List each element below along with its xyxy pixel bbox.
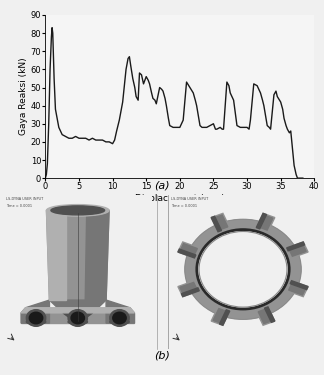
Polygon shape: [178, 249, 196, 258]
Text: (b): (b): [154, 351, 170, 360]
Polygon shape: [219, 310, 230, 325]
FancyBboxPatch shape: [180, 282, 197, 295]
FancyBboxPatch shape: [213, 309, 228, 324]
Text: (a): (a): [154, 181, 170, 190]
FancyBboxPatch shape: [213, 215, 228, 230]
FancyBboxPatch shape: [287, 281, 308, 297]
Polygon shape: [211, 216, 222, 232]
Polygon shape: [106, 300, 134, 323]
Y-axis label: Gaya Reaksi (kN): Gaya Reaksi (kN): [19, 58, 28, 135]
Ellipse shape: [110, 319, 129, 324]
FancyBboxPatch shape: [178, 242, 199, 258]
Polygon shape: [181, 288, 199, 297]
FancyBboxPatch shape: [211, 307, 230, 325]
FancyBboxPatch shape: [178, 281, 199, 297]
Text: Time = 0.0001: Time = 0.0001: [171, 204, 198, 207]
Polygon shape: [21, 300, 50, 323]
Polygon shape: [85, 210, 109, 300]
Polygon shape: [287, 242, 305, 251]
Ellipse shape: [46, 205, 109, 216]
Text: LS-DYNA USER INPUT: LS-DYNA USER INPUT: [6, 197, 43, 201]
FancyBboxPatch shape: [258, 309, 273, 324]
Circle shape: [110, 310, 129, 326]
Text: LS-DYNA USER INPUT: LS-DYNA USER INPUT: [171, 197, 209, 201]
FancyBboxPatch shape: [289, 282, 306, 295]
Polygon shape: [63, 313, 93, 321]
Circle shape: [198, 231, 288, 308]
Text: Time = 0.0001: Time = 0.0001: [6, 204, 32, 207]
X-axis label: Displacement (mm): Displacement (mm): [135, 194, 225, 203]
Ellipse shape: [51, 206, 105, 215]
Circle shape: [26, 310, 46, 326]
Circle shape: [29, 312, 43, 324]
Ellipse shape: [68, 319, 87, 324]
Polygon shape: [50, 300, 106, 313]
FancyBboxPatch shape: [256, 213, 275, 232]
Circle shape: [71, 312, 85, 324]
Circle shape: [68, 310, 87, 326]
FancyBboxPatch shape: [211, 213, 230, 232]
Polygon shape: [21, 313, 134, 323]
FancyBboxPatch shape: [289, 244, 306, 256]
Polygon shape: [290, 281, 308, 290]
Polygon shape: [21, 308, 134, 313]
Polygon shape: [256, 213, 267, 229]
FancyBboxPatch shape: [256, 307, 275, 325]
Circle shape: [113, 312, 126, 324]
Circle shape: [185, 219, 301, 319]
FancyBboxPatch shape: [180, 244, 197, 256]
FancyBboxPatch shape: [258, 215, 273, 230]
Polygon shape: [46, 210, 109, 300]
Polygon shape: [46, 210, 66, 300]
Ellipse shape: [26, 319, 46, 324]
FancyBboxPatch shape: [287, 242, 308, 258]
Polygon shape: [264, 307, 275, 322]
